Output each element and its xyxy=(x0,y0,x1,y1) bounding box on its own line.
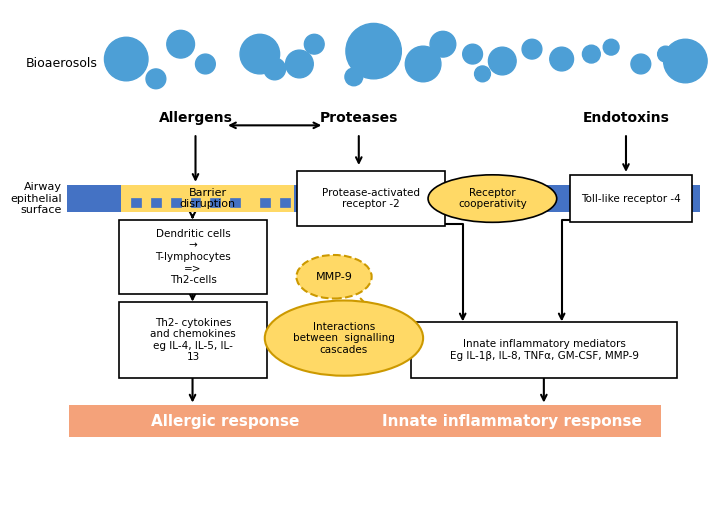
Text: Proteases: Proteases xyxy=(320,112,398,125)
Text: Endotoxins: Endotoxins xyxy=(582,112,670,125)
Circle shape xyxy=(405,46,441,82)
Circle shape xyxy=(104,38,148,81)
Circle shape xyxy=(664,39,707,83)
Text: Airway
epithelial
surface: Airway epithelial surface xyxy=(10,182,62,215)
Circle shape xyxy=(603,39,619,55)
FancyBboxPatch shape xyxy=(191,198,200,207)
Circle shape xyxy=(346,23,401,79)
Text: Allergic response: Allergic response xyxy=(151,414,300,429)
Circle shape xyxy=(657,46,673,62)
FancyBboxPatch shape xyxy=(67,185,701,212)
FancyBboxPatch shape xyxy=(297,171,445,226)
Circle shape xyxy=(463,44,482,64)
Circle shape xyxy=(196,54,215,74)
Text: Th2- cytokines
and chemokines
eg IL-4, IL-5, IL-
13: Th2- cytokines and chemokines eg IL-4, I… xyxy=(150,318,236,363)
Text: Protease-activated
receptor -2: Protease-activated receptor -2 xyxy=(322,188,420,209)
Circle shape xyxy=(582,45,600,63)
Circle shape xyxy=(631,54,651,74)
FancyBboxPatch shape xyxy=(411,322,678,378)
Circle shape xyxy=(167,30,194,58)
FancyBboxPatch shape xyxy=(120,221,266,294)
Ellipse shape xyxy=(297,255,372,299)
FancyBboxPatch shape xyxy=(120,303,266,378)
Ellipse shape xyxy=(265,301,423,376)
FancyBboxPatch shape xyxy=(260,198,270,207)
FancyBboxPatch shape xyxy=(121,185,294,212)
Text: Bioaerosols: Bioaerosols xyxy=(25,57,97,70)
Text: Innate inflammatory response: Innate inflammatory response xyxy=(382,414,642,429)
Circle shape xyxy=(264,58,286,80)
Ellipse shape xyxy=(428,175,557,223)
Circle shape xyxy=(488,47,516,75)
Circle shape xyxy=(550,47,574,71)
Circle shape xyxy=(146,69,166,89)
FancyBboxPatch shape xyxy=(230,198,240,207)
Circle shape xyxy=(240,34,279,74)
FancyBboxPatch shape xyxy=(210,198,220,207)
Circle shape xyxy=(345,68,363,86)
Text: Barrier
disruption: Barrier disruption xyxy=(180,188,236,209)
Text: Dendritic cells
→
T-lymphocytes
=>
Th2-cells: Dendritic cells → T-lymphocytes => Th2-c… xyxy=(155,229,231,285)
FancyBboxPatch shape xyxy=(131,198,141,207)
FancyBboxPatch shape xyxy=(69,406,661,437)
FancyBboxPatch shape xyxy=(151,198,161,207)
FancyBboxPatch shape xyxy=(171,198,181,207)
FancyBboxPatch shape xyxy=(279,198,289,207)
Circle shape xyxy=(522,39,542,59)
Text: Allergens: Allergens xyxy=(158,112,233,125)
Circle shape xyxy=(286,50,313,78)
Circle shape xyxy=(305,34,324,54)
Text: Toll-like receptor -4: Toll-like receptor -4 xyxy=(581,194,681,204)
FancyBboxPatch shape xyxy=(570,175,693,223)
Circle shape xyxy=(430,31,456,57)
Text: MMP-9: MMP-9 xyxy=(315,272,353,282)
Circle shape xyxy=(474,66,490,82)
Text: Innate inflammatory mediators
Eg IL-1β, IL-8, TNFα, GM-CSF, MMP-9: Innate inflammatory mediators Eg IL-1β, … xyxy=(450,339,639,361)
Text: Receptor
cooperativity: Receptor cooperativity xyxy=(458,188,527,209)
Text: Interactions
between  signalling
cascades: Interactions between signalling cascades xyxy=(293,321,395,355)
